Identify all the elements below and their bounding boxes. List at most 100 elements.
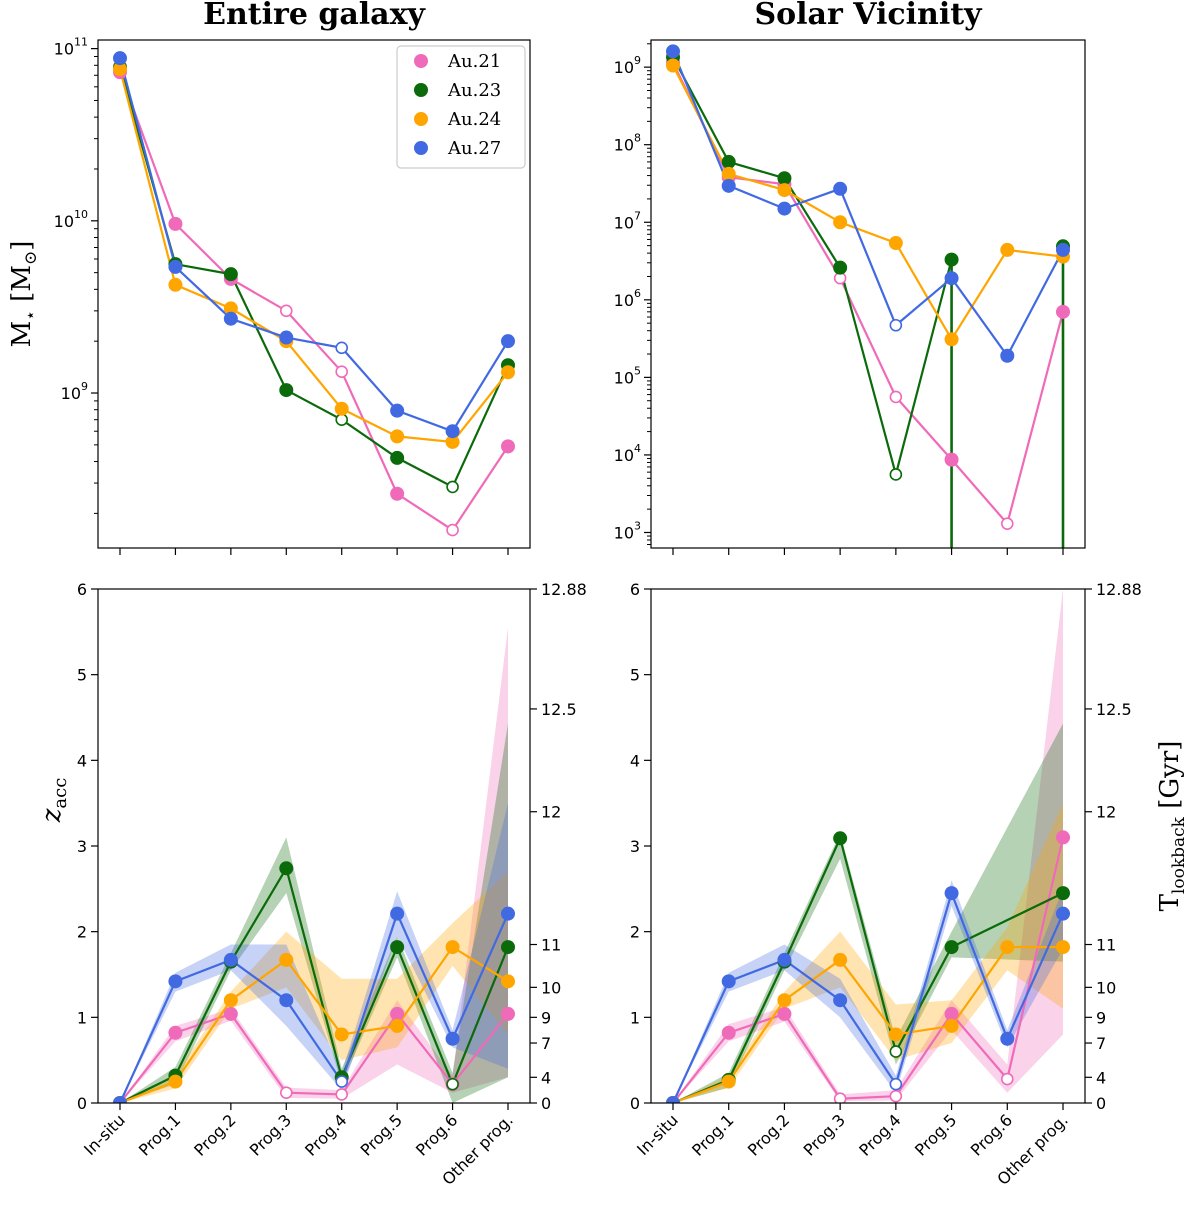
zacc-line-Au.23 bbox=[119, 865, 510, 1103]
mass-point-Au.24 bbox=[390, 429, 405, 444]
mass-line-Au.23 bbox=[118, 66, 510, 489]
mass-point-Au.21 bbox=[390, 486, 405, 501]
zacc-point-Au.23 bbox=[944, 940, 959, 955]
lookback-tick-label: 12.5 bbox=[541, 700, 577, 719]
mass-tick-label: 104 bbox=[614, 442, 641, 465]
mass-point-Au.27 bbox=[168, 259, 183, 274]
mass-tick-label: 106 bbox=[614, 287, 641, 310]
mass-line-Au.24 bbox=[672, 64, 1064, 342]
category-label: Prog.5 bbox=[911, 1110, 960, 1159]
legend-marker-Au.27 bbox=[414, 141, 428, 155]
category-label: Prog.4 bbox=[301, 1110, 350, 1159]
mass-point-Au.21 bbox=[335, 365, 349, 378]
z-tick-label: 5 bbox=[630, 666, 640, 685]
zacc-point-Au.23 bbox=[833, 831, 848, 846]
zacc-point-Au.27 bbox=[777, 952, 792, 967]
zacc-band-Au.27 bbox=[120, 803, 508, 1103]
z-tick-label: 0 bbox=[630, 1094, 640, 1113]
mass-line-Au.21 bbox=[672, 61, 1065, 526]
zacc-point-Au.24 bbox=[445, 940, 460, 955]
mass-point-Au.27 bbox=[889, 318, 903, 332]
mass-point-Au.23 bbox=[446, 480, 459, 494]
mass-point-Au.24 bbox=[721, 166, 736, 181]
legend-label-Au.27: Au.27 bbox=[447, 138, 501, 159]
category-label: Prog.6 bbox=[412, 1110, 461, 1159]
mass-point-Au.24 bbox=[666, 58, 680, 73]
mass-axis-label: M⋆ [M⊙] bbox=[7, 241, 41, 348]
zacc-point-Au.24 bbox=[501, 974, 515, 989]
category-label: Prog.2 bbox=[744, 1110, 793, 1159]
zacc-point-Au.24 bbox=[721, 1074, 736, 1089]
mass-tick-label: 107 bbox=[614, 209, 641, 232]
mass-panel-0: 1011 1010 109 bbox=[54, 36, 531, 555]
mass-point-Au.23 bbox=[889, 468, 903, 481]
zacc-point-Au.21 bbox=[777, 1006, 792, 1021]
zacc-point-Au.23 bbox=[446, 1077, 459, 1091]
mass-point-Au.27 bbox=[390, 403, 405, 418]
panel-title-0: Entire galaxy bbox=[203, 0, 426, 32]
mass-point-Au.27 bbox=[721, 178, 736, 193]
mass-point-Au.27 bbox=[445, 424, 460, 439]
zacc-point-Au.24 bbox=[777, 993, 792, 1008]
mass-point-Au.27 bbox=[501, 334, 515, 349]
z-tick-label: 4 bbox=[630, 751, 640, 770]
mass-point-Au.27 bbox=[335, 341, 349, 355]
zacc-point-Au.27 bbox=[390, 906, 405, 921]
mass-point-Au.27 bbox=[113, 51, 127, 66]
zacc-point-Au.27 bbox=[889, 1077, 903, 1091]
mass-point-Au.24 bbox=[777, 183, 792, 198]
mass-line-Au.27 bbox=[118, 57, 509, 433]
zacc-point-Au.21 bbox=[944, 1006, 959, 1021]
category-label: Prog.2 bbox=[190, 1110, 239, 1159]
zacc-point-Au.21 bbox=[889, 1089, 903, 1103]
mass-point-Au.24 bbox=[334, 401, 349, 416]
mass-tick-label: 109 bbox=[614, 54, 641, 77]
mass-line-Au.27 bbox=[671, 50, 1064, 358]
mass-point-Au.24 bbox=[501, 365, 515, 380]
z-tick-label: 2 bbox=[630, 923, 640, 942]
mass-point-Au.21 bbox=[279, 304, 293, 318]
mass-line-Au.21 bbox=[118, 71, 509, 532]
mass-point-Au.27 bbox=[777, 201, 792, 216]
category-label: Prog.4 bbox=[855, 1110, 904, 1159]
mass-point-Au.27 bbox=[833, 181, 848, 196]
z-tick-label: 1 bbox=[77, 1008, 87, 1027]
zacc-point-Au.21 bbox=[223, 1006, 238, 1021]
zacc-point-Au.24 bbox=[223, 993, 238, 1008]
mass-point-Au.24 bbox=[888, 236, 903, 251]
mass-point-Au.24 bbox=[223, 301, 238, 316]
zacc-point-Au.21 bbox=[390, 1006, 405, 1021]
zacc-point-Au.23 bbox=[501, 940, 515, 955]
mass-point-Au.21 bbox=[944, 452, 959, 467]
zacc-point-Au.24 bbox=[334, 1027, 349, 1042]
zacc-band-Au.27 bbox=[673, 880, 1063, 1103]
zacc-point-Au.27 bbox=[666, 1096, 680, 1103]
zacc-point-Au.21 bbox=[501, 1006, 515, 1021]
mass-point-Au.27 bbox=[944, 271, 959, 286]
zacc-line-Au.21 bbox=[119, 1012, 509, 1103]
zacc-point-Au.27 bbox=[223, 952, 238, 967]
mass-point-Au.27 bbox=[223, 311, 238, 326]
mass-line-Au.23 bbox=[673, 57, 1063, 474]
mass-tick-label: 109 bbox=[61, 380, 88, 403]
lookback-tick-label: 11 bbox=[541, 936, 561, 955]
mass-point-Au.27 bbox=[1056, 242, 1070, 257]
zacc-series-group bbox=[666, 589, 1070, 1103]
mass-point-Au.24 bbox=[944, 332, 959, 347]
zacc-point-Au.24 bbox=[279, 952, 294, 967]
mass-point-Au.21 bbox=[501, 439, 515, 454]
lookback-axis-label: Tlookback [Gyr] bbox=[1155, 741, 1189, 912]
zacc-point-Au.24 bbox=[1000, 940, 1015, 955]
mass-point-Au.24 bbox=[833, 215, 848, 230]
zacc-point-Au.27 bbox=[721, 974, 736, 989]
zacc-point-Au.24 bbox=[944, 1018, 959, 1033]
legend-marker-Au.23 bbox=[414, 83, 428, 97]
lookback-tick-label: 9 bbox=[1096, 1008, 1106, 1027]
mass-axes-frame bbox=[97, 39, 531, 549]
mass-point-Au.27 bbox=[666, 44, 680, 59]
zacc-point-Au.21 bbox=[833, 1092, 847, 1103]
zacc-axes-frame bbox=[97, 588, 531, 1104]
